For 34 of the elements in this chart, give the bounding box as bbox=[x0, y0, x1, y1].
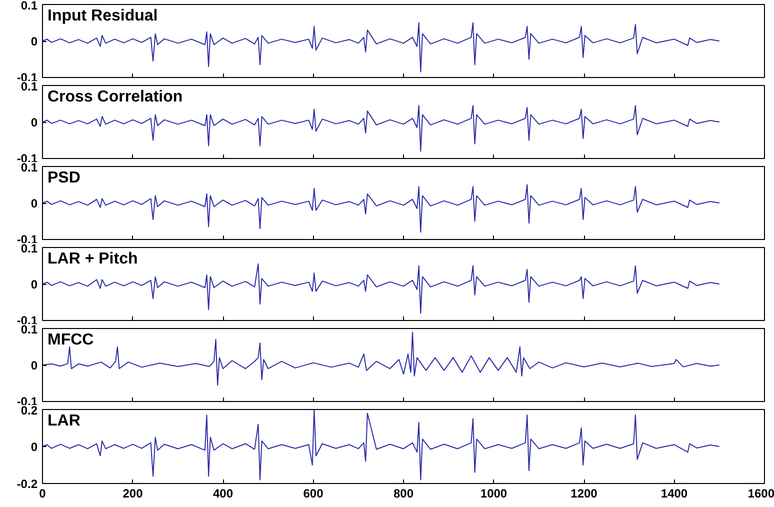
y-tick-label: 0 bbox=[30, 196, 38, 210]
y-tick-label: 0 bbox=[30, 34, 38, 48]
line-series bbox=[42, 410, 720, 480]
y-tick-label: 0.1 bbox=[20, 80, 38, 94]
x-tick-label: 600 bbox=[303, 486, 324, 500]
y-tick-label: 0 bbox=[30, 116, 38, 130]
y-tick-label: 0.1 bbox=[20, 0, 38, 12]
y-tick-label: 0.1 bbox=[20, 322, 38, 336]
y-tick-label: 0 bbox=[30, 440, 38, 454]
y-tick-label: 0.1 bbox=[20, 160, 38, 174]
x-tick-label: 200 bbox=[122, 486, 144, 500]
chart-title: Cross Correlation bbox=[48, 88, 183, 106]
y-tick-label: -0.2 bbox=[16, 477, 38, 491]
y-tick-label: 0.2 bbox=[20, 404, 38, 418]
x-tick-label: 1000 bbox=[480, 486, 508, 500]
y-tick-label: 0.1 bbox=[20, 242, 38, 256]
chart-title: LAR + Pitch bbox=[48, 250, 138, 268]
chart-title: LAR bbox=[48, 412, 81, 430]
line-series bbox=[42, 263, 720, 314]
y-tick-label: 0 bbox=[30, 358, 38, 372]
x-tick-label: 1400 bbox=[660, 486, 688, 500]
x-tick-label: 0 bbox=[39, 486, 46, 500]
chart-title: Input Residual bbox=[48, 8, 158, 24]
line-series bbox=[42, 105, 720, 152]
x-tick-label: 400 bbox=[212, 486, 234, 500]
x-tick-label: 800 bbox=[393, 486, 414, 500]
x-tick-label: 1200 bbox=[570, 486, 598, 500]
y-tick-label: 0 bbox=[30, 278, 38, 292]
chart-title: PSD bbox=[48, 170, 80, 186]
line-series bbox=[42, 184, 720, 233]
line-series bbox=[42, 22, 720, 73]
line-series bbox=[42, 332, 720, 386]
chart-title: MFCC bbox=[48, 332, 94, 348]
x-tick-label: 1600 bbox=[748, 486, 774, 500]
